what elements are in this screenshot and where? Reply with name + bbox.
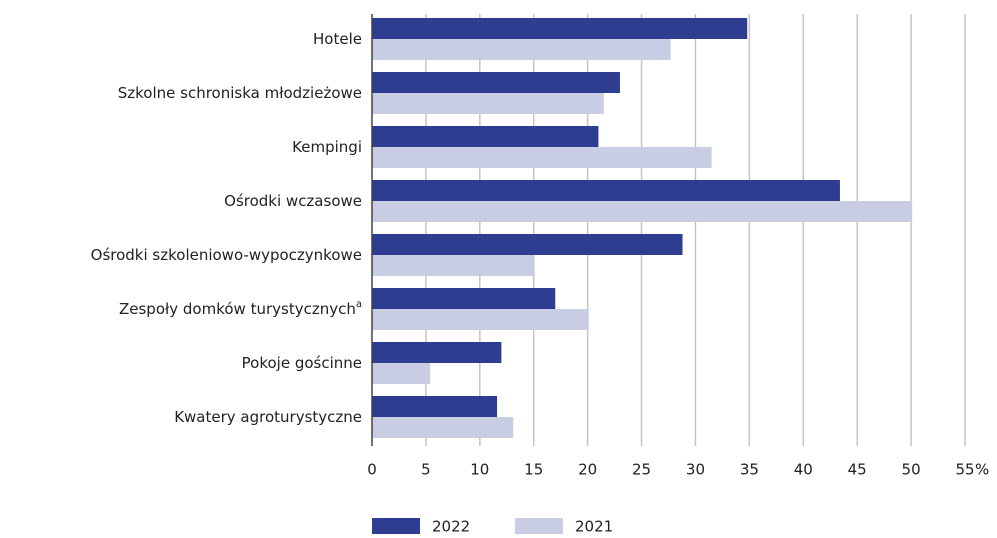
category-name: Szkolne schroniska młodzieżowe [118,84,362,102]
category-name: Pokoje gościnne [242,354,362,372]
y-tick-label: Hotele [313,30,362,48]
x-tick-label: 35 [740,461,759,479]
bar [372,201,913,222]
bar [372,72,620,93]
category-name: Zespoły domków turystycznych [119,300,356,318]
legend-label: 2021 [575,518,613,536]
legend-swatch [372,518,420,534]
x-tick-label: 15 [524,461,543,479]
bar [372,396,498,417]
category-name: Hotele [313,30,362,48]
x-tick-label: 55 [955,461,974,479]
x-tick-label: 40 [794,461,813,479]
bar [372,363,431,384]
bar [372,18,748,39]
x-tick-label: 30 [686,461,705,479]
category-name: Ośrodki szkoleniowo-wypoczynkowe [91,246,362,264]
bar [372,417,514,438]
x-tick-label: 25 [632,461,651,479]
y-tick-label: Pokoje gościnne [242,354,362,372]
bar [372,288,556,309]
bar [372,234,683,255]
bar [372,93,604,114]
y-tick-label: Kwatery agroturystyczne [174,408,362,426]
x-tick-label: 20 [578,461,597,479]
x-tick-label: 50 [902,461,921,479]
category-name: Ośrodki wczasowe [224,192,362,210]
bar [372,309,589,330]
bar [372,126,599,147]
bar [372,39,671,60]
y-tick-label: Kempingi [292,138,362,156]
bar [372,342,502,363]
category-name: Kwatery agroturystyczne [174,408,362,426]
x-tick-label: 10 [470,461,489,479]
x-tick-label: 5 [421,461,431,479]
footnote-mark: a [356,299,362,310]
bar [372,147,712,168]
legend-swatch [515,518,563,534]
y-tick-label: Ośrodki wczasowe [224,192,362,210]
x-tick-label: 0 [367,461,377,479]
bar [372,255,534,276]
y-tick-label: Szkolne schroniska młodzieżowe [118,84,362,102]
y-tick-label: Zespoły domków turystycznycha [119,299,362,318]
legend-label: 2022 [432,518,470,536]
bar [372,180,840,201]
x-unit: % [975,461,989,479]
y-tick-label: Ośrodki szkoleniowo-wypoczynkowe [91,246,362,264]
category-name: Kempingi [292,138,362,156]
x-tick-label: 45 [848,461,867,479]
